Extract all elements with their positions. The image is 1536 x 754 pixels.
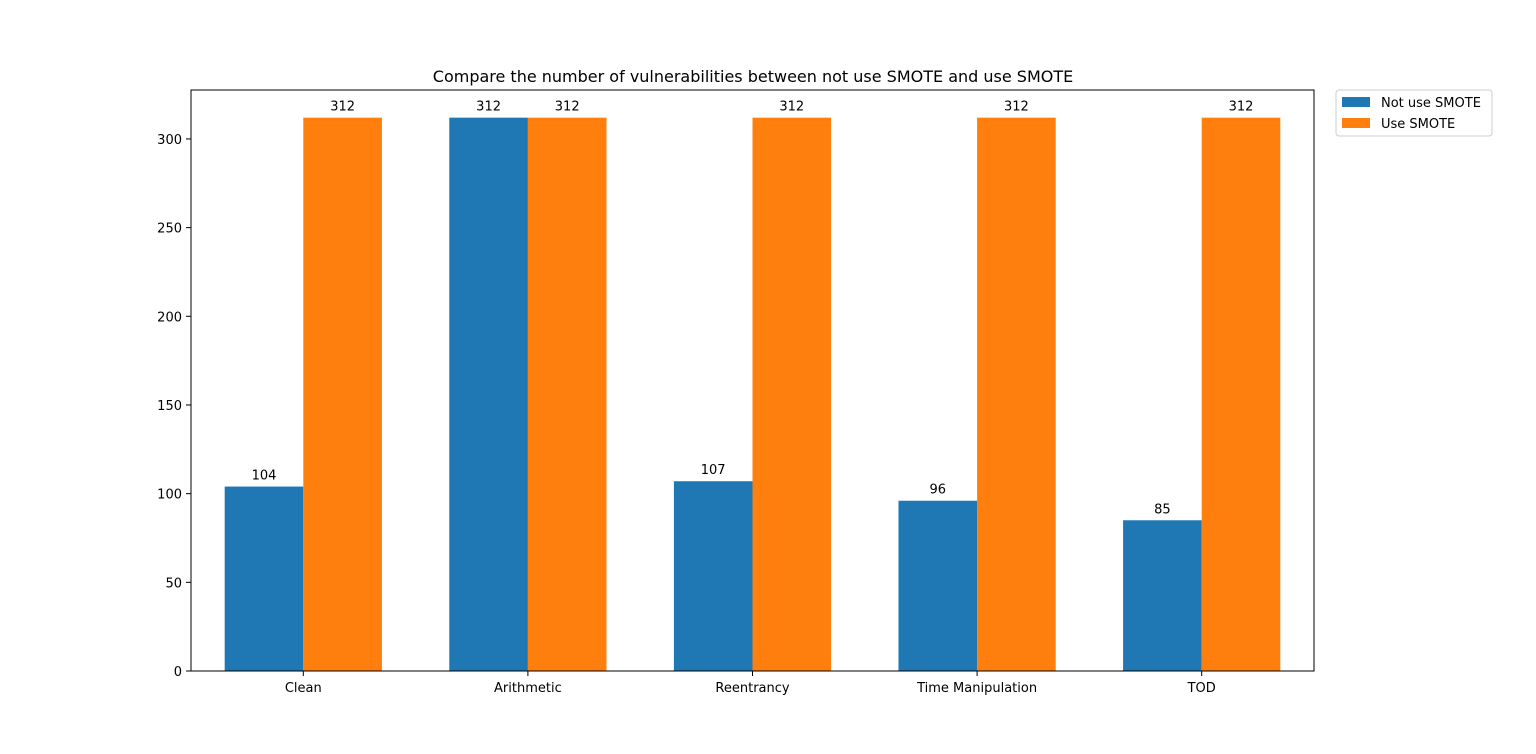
bar-not-use-smote-arithmetic	[449, 117, 528, 671]
y-tick-label-150: 150	[157, 399, 182, 414]
y-tick-label-0: 0	[174, 665, 182, 680]
chart-title: Compare the number of vulnerabilities be…	[433, 67, 1073, 86]
bar-use-smote-arithmetic	[527, 117, 607, 671]
bar-not-use-smote-clean	[224, 486, 304, 671]
bar-not-use-smote-reentrancy	[673, 481, 753, 671]
data-label-not-use-smote-tod: 85	[1154, 502, 1171, 517]
data-label-not-use-smote-reentrancy: 107	[701, 463, 726, 478]
y-tick-label-50: 50	[165, 576, 182, 591]
y-tick-label-100: 100	[157, 488, 182, 503]
data-label-not-use-smote-clean: 104	[252, 469, 277, 484]
legend-swatch-use-smote	[1342, 118, 1370, 128]
data-label-not-use-smote-arithmetic: 312	[476, 100, 501, 115]
bar-not-use-smote-time-manipulation	[898, 500, 978, 671]
legend: Not use SMOTE Use SMOTE	[1335, 89, 1493, 137]
data-label-use-smote-arithmetic: 312	[555, 100, 580, 115]
data-label-use-smote-clean: 312	[330, 100, 355, 115]
x-tick-label-time-manipulation: Time Manipulation	[916, 681, 1037, 696]
data-label-use-smote-tod: 312	[1229, 100, 1254, 115]
legend-label-use-smote: Use SMOTE	[1381, 117, 1455, 132]
data-label-use-smote-reentrancy: 312	[779, 100, 804, 115]
x-tick-label-tod: TOD	[1187, 681, 1216, 696]
legend-swatch-not-use-smote	[1342, 97, 1370, 107]
data-label-use-smote-time-manipulation: 312	[1004, 100, 1029, 115]
y-tick-label-300: 300	[157, 133, 182, 148]
bar-use-smote-clean	[303, 117, 382, 671]
y-tick-label-200: 200	[157, 310, 182, 325]
bar-use-smote-reentrancy	[752, 117, 832, 671]
data-label-not-use-smote-time-manipulation: 96	[930, 483, 947, 498]
data-labels-layer: 104 312 107 96 85 312 312 312 312 312	[252, 100, 1254, 518]
legend-label-not-use-smote: Not use SMOTE	[1381, 96, 1481, 111]
bar-not-use-smote-tod	[1123, 520, 1202, 671]
x-axis: Clean Arithmetic Reentrancy Time Manipulati…	[285, 671, 1216, 696]
y-tick-label-250: 250	[157, 222, 182, 237]
bars-layer	[224, 117, 1281, 671]
bar-use-smote-tod	[1201, 117, 1281, 671]
y-axis: 0 50 100 150 200 250 300	[157, 133, 191, 680]
x-tick-label-arithmetic: Arithmetic	[494, 681, 562, 696]
bar-use-smote-time-manipulation	[977, 117, 1056, 671]
x-tick-label-reentrancy: Reentrancy	[715, 681, 789, 696]
x-tick-label-clean: Clean	[285, 681, 322, 696]
legend-frame	[1335, 89, 1493, 137]
